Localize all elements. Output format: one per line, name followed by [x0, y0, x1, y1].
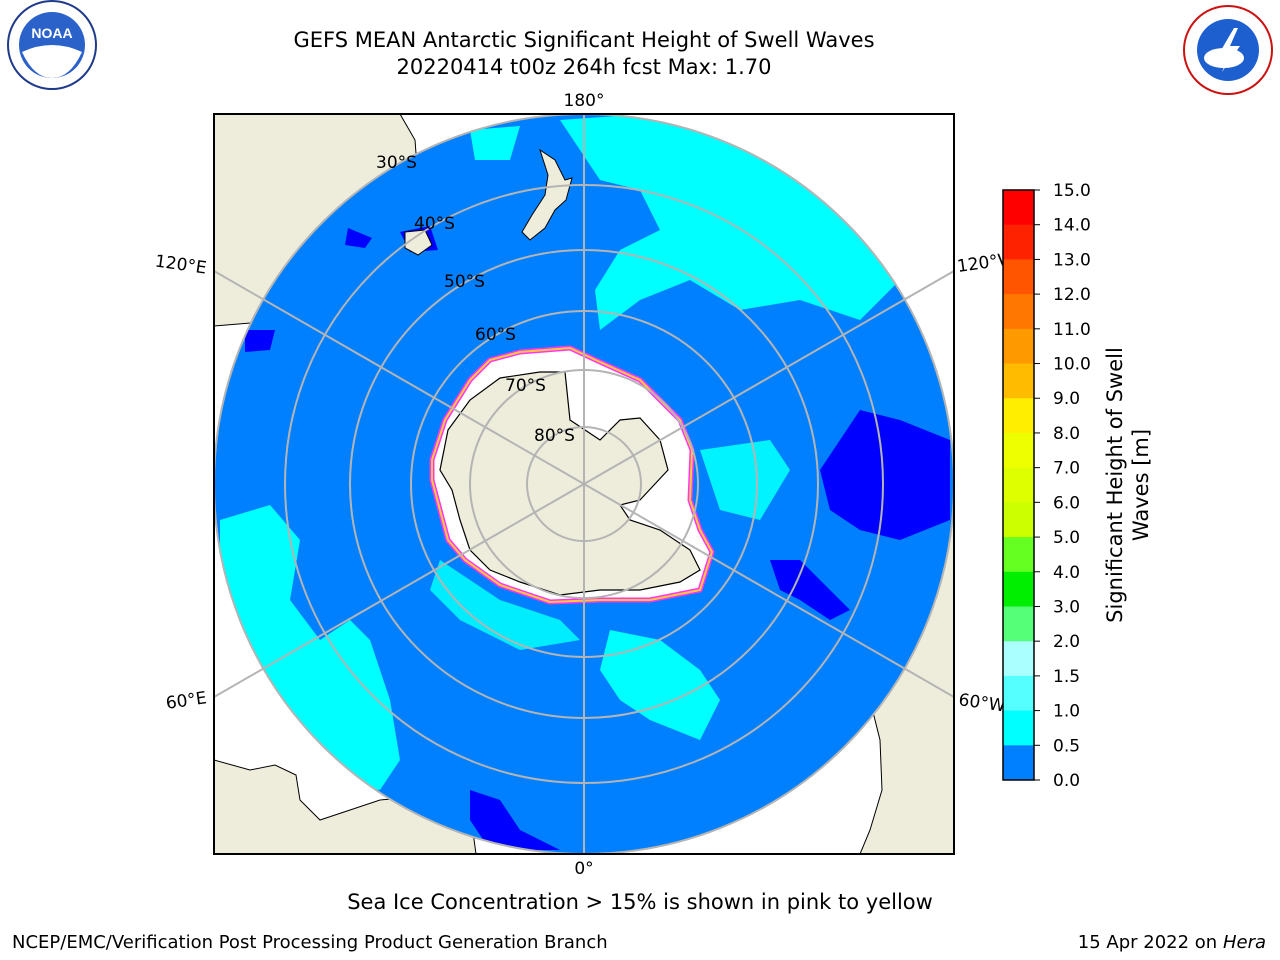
africa-landmass: [214, 759, 477, 854]
antarctica: [439, 371, 701, 596]
swell-patch-atlantic: [600, 630, 720, 740]
colorbar-segment: [1003, 432, 1034, 469]
swell-patch-indian: [220, 505, 400, 790]
colorbar-tick-label: 10.0: [1053, 355, 1091, 375]
swell-patch-north: [470, 126, 520, 160]
date-stamp: 15 Apr 2022 on Hera: [1078, 932, 1266, 953]
colorbar-label-line2: Waves [m]: [1129, 429, 1153, 541]
colorbar-tick-label: 4.0: [1053, 563, 1080, 583]
lon-label-120e: 120°E: [154, 252, 208, 279]
nws-logo: [1183, 5, 1273, 95]
colorbar-label-line1: Significant Height of Swell: [1103, 347, 1127, 623]
colorbar: 15.0 14.0 13.0 12.0 11.0 10.0 9.0 8.0 7.0 6.0 5.0 4…: [1002, 181, 1091, 791]
colorbar-segment: [1003, 641, 1034, 677]
low-swell-patch-east: [820, 410, 950, 540]
colorbar-tick-label: 6.0: [1053, 493, 1080, 513]
sea-ice-note: Sea Ice Concentration > 15% is shown in …: [347, 890, 933, 914]
colorbar-tick-label: 0.5: [1053, 736, 1080, 756]
lon-label-180: 180°: [564, 91, 605, 111]
colorbar-segment: [1003, 363, 1034, 399]
colorbar-segment: [1003, 398, 1034, 434]
colorbar-tick-label: 8.0: [1053, 424, 1080, 444]
colorbar-tick-label: 1.0: [1053, 702, 1080, 722]
map-subtitle: 20220414 t00z 264h fcst Max: 1.70: [396, 55, 772, 79]
colorbar-segment: [1003, 745, 1034, 781]
colorbar-tick-label: 14.0: [1053, 216, 1091, 236]
noaa-logo: NOAA: [7, 0, 97, 90]
colorbar-tick-label: 3.0: [1053, 597, 1080, 617]
lat-label-60s: 60°S: [475, 325, 516, 345]
lat-label-30s: 30°S: [376, 153, 417, 173]
date-text: 15 Apr 2022 on: [1077, 932, 1223, 953]
noaa-logo-text: NOAA: [31, 25, 72, 41]
swell-patch-south-atlantic: [700, 440, 790, 520]
latitude-labels: 30°S 40°S 50°S 60°S 70°S 80°S: [376, 153, 575, 446]
colorbar-tick-label: 11.0: [1053, 320, 1091, 340]
colorbar-tick-label: 12.0: [1053, 285, 1091, 305]
colorbar-segment: [1003, 294, 1034, 330]
colorbar-segment: [1003, 537, 1034, 573]
credit-line: NCEP/EMC/Verification Post Processing Pr…: [12, 932, 608, 953]
colorbar-segment: [1003, 190, 1034, 226]
swell-patch-southern: [430, 560, 580, 650]
colorbar-tick-label: 0.0: [1053, 771, 1080, 791]
colorbar-tick-label: 9.0: [1053, 389, 1080, 409]
lon-label-60e: 60°E: [165, 688, 208, 713]
map-frame: [213, 113, 955, 855]
colorbar-tick-label: 2.0: [1053, 632, 1080, 652]
colorbar-segment: [1003, 675, 1034, 712]
lat-label-70s: 70°S: [505, 376, 546, 396]
colorbar-segment: [1003, 259, 1034, 295]
new-zealand: [521, 148, 573, 241]
colorbar-segment: [1003, 502, 1034, 538]
low-swell-patch-australia: [245, 330, 275, 352]
colorbar-segment: [1003, 467, 1034, 503]
lat-label-80s: 80°S: [534, 426, 575, 446]
lat-label-40s: 40°S: [414, 214, 455, 234]
colorbar-segment: [1003, 606, 1034, 642]
colorbar-segment: [1003, 328, 1034, 365]
low-swell-patch-southatl: [770, 560, 850, 620]
colorbar-tick-label: 15.0: [1053, 181, 1091, 201]
colorbar-segment: [1003, 710, 1034, 746]
graticule-grid: [214, 114, 954, 854]
map-title: GEFS MEAN Antarctic Significant Height o…: [293, 28, 875, 52]
machine-name: Hera: [1222, 932, 1266, 953]
lat-label-50s: 50°S: [444, 272, 485, 292]
lon-label-0: 0°: [574, 859, 593, 879]
low-swell-patch-tasmania: [345, 228, 372, 248]
lon-label-60w: 60°W: [957, 690, 1006, 716]
colorbar-segment: [1003, 224, 1034, 260]
colorbar-tick-label: 1.5: [1053, 667, 1080, 687]
low-swell-patch-africa: [470, 790, 560, 850]
colorbar-segment: [1003, 571, 1034, 607]
colorbar-frame: [1002, 189, 1035, 781]
colorbar-tick-label: 5.0: [1053, 528, 1080, 548]
colorbar-tick-label: 13.0: [1053, 250, 1091, 270]
colorbar-tick-label: 7.0: [1053, 459, 1080, 479]
